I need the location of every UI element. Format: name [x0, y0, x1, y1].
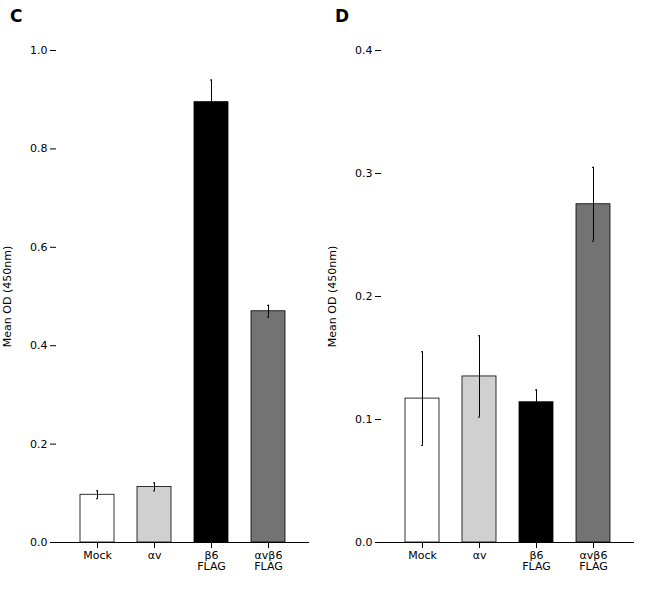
svg-text:αvβ6FLAG: αvβ6FLAG — [254, 549, 283, 573]
svg-text:0.0: 0.0 — [30, 536, 48, 549]
svg-text:Mean OD (450nm): Mean OD (450nm) — [1, 246, 14, 347]
svg-text:0.8: 0.8 — [30, 142, 48, 155]
svg-text:αv: αv — [148, 549, 162, 562]
svg-text:0.2: 0.2 — [355, 290, 373, 303]
svg-text:0.4: 0.4 — [30, 339, 48, 352]
html-text:D: D — [335, 6, 350, 26]
svg-text:Mean OD (450nm): Mean OD (450nm) — [326, 246, 339, 347]
svg-text:αvβ6FLAG: αvβ6FLAG — [579, 549, 608, 573]
svg-text:Mock: Mock — [83, 549, 112, 562]
html-text:C: C — [10, 6, 23, 26]
svg-text:β6FLAG: β6FLAG — [522, 549, 551, 573]
svg-text:β6FLAG: β6FLAG — [197, 549, 226, 573]
svg-text:αv: αv — [473, 549, 487, 562]
svg-text:0.0: 0.0 — [355, 536, 373, 549]
svg-text:0.6: 0.6 — [30, 241, 48, 254]
svg-text:0.3: 0.3 — [355, 167, 373, 180]
svg-text:0.2: 0.2 — [30, 438, 48, 451]
svg-text:0.1: 0.1 — [355, 413, 373, 426]
svg-text:1.0: 1.0 — [30, 44, 48, 57]
svg-text:0.4: 0.4 — [355, 44, 373, 57]
svg-text:Mock: Mock — [408, 549, 437, 562]
